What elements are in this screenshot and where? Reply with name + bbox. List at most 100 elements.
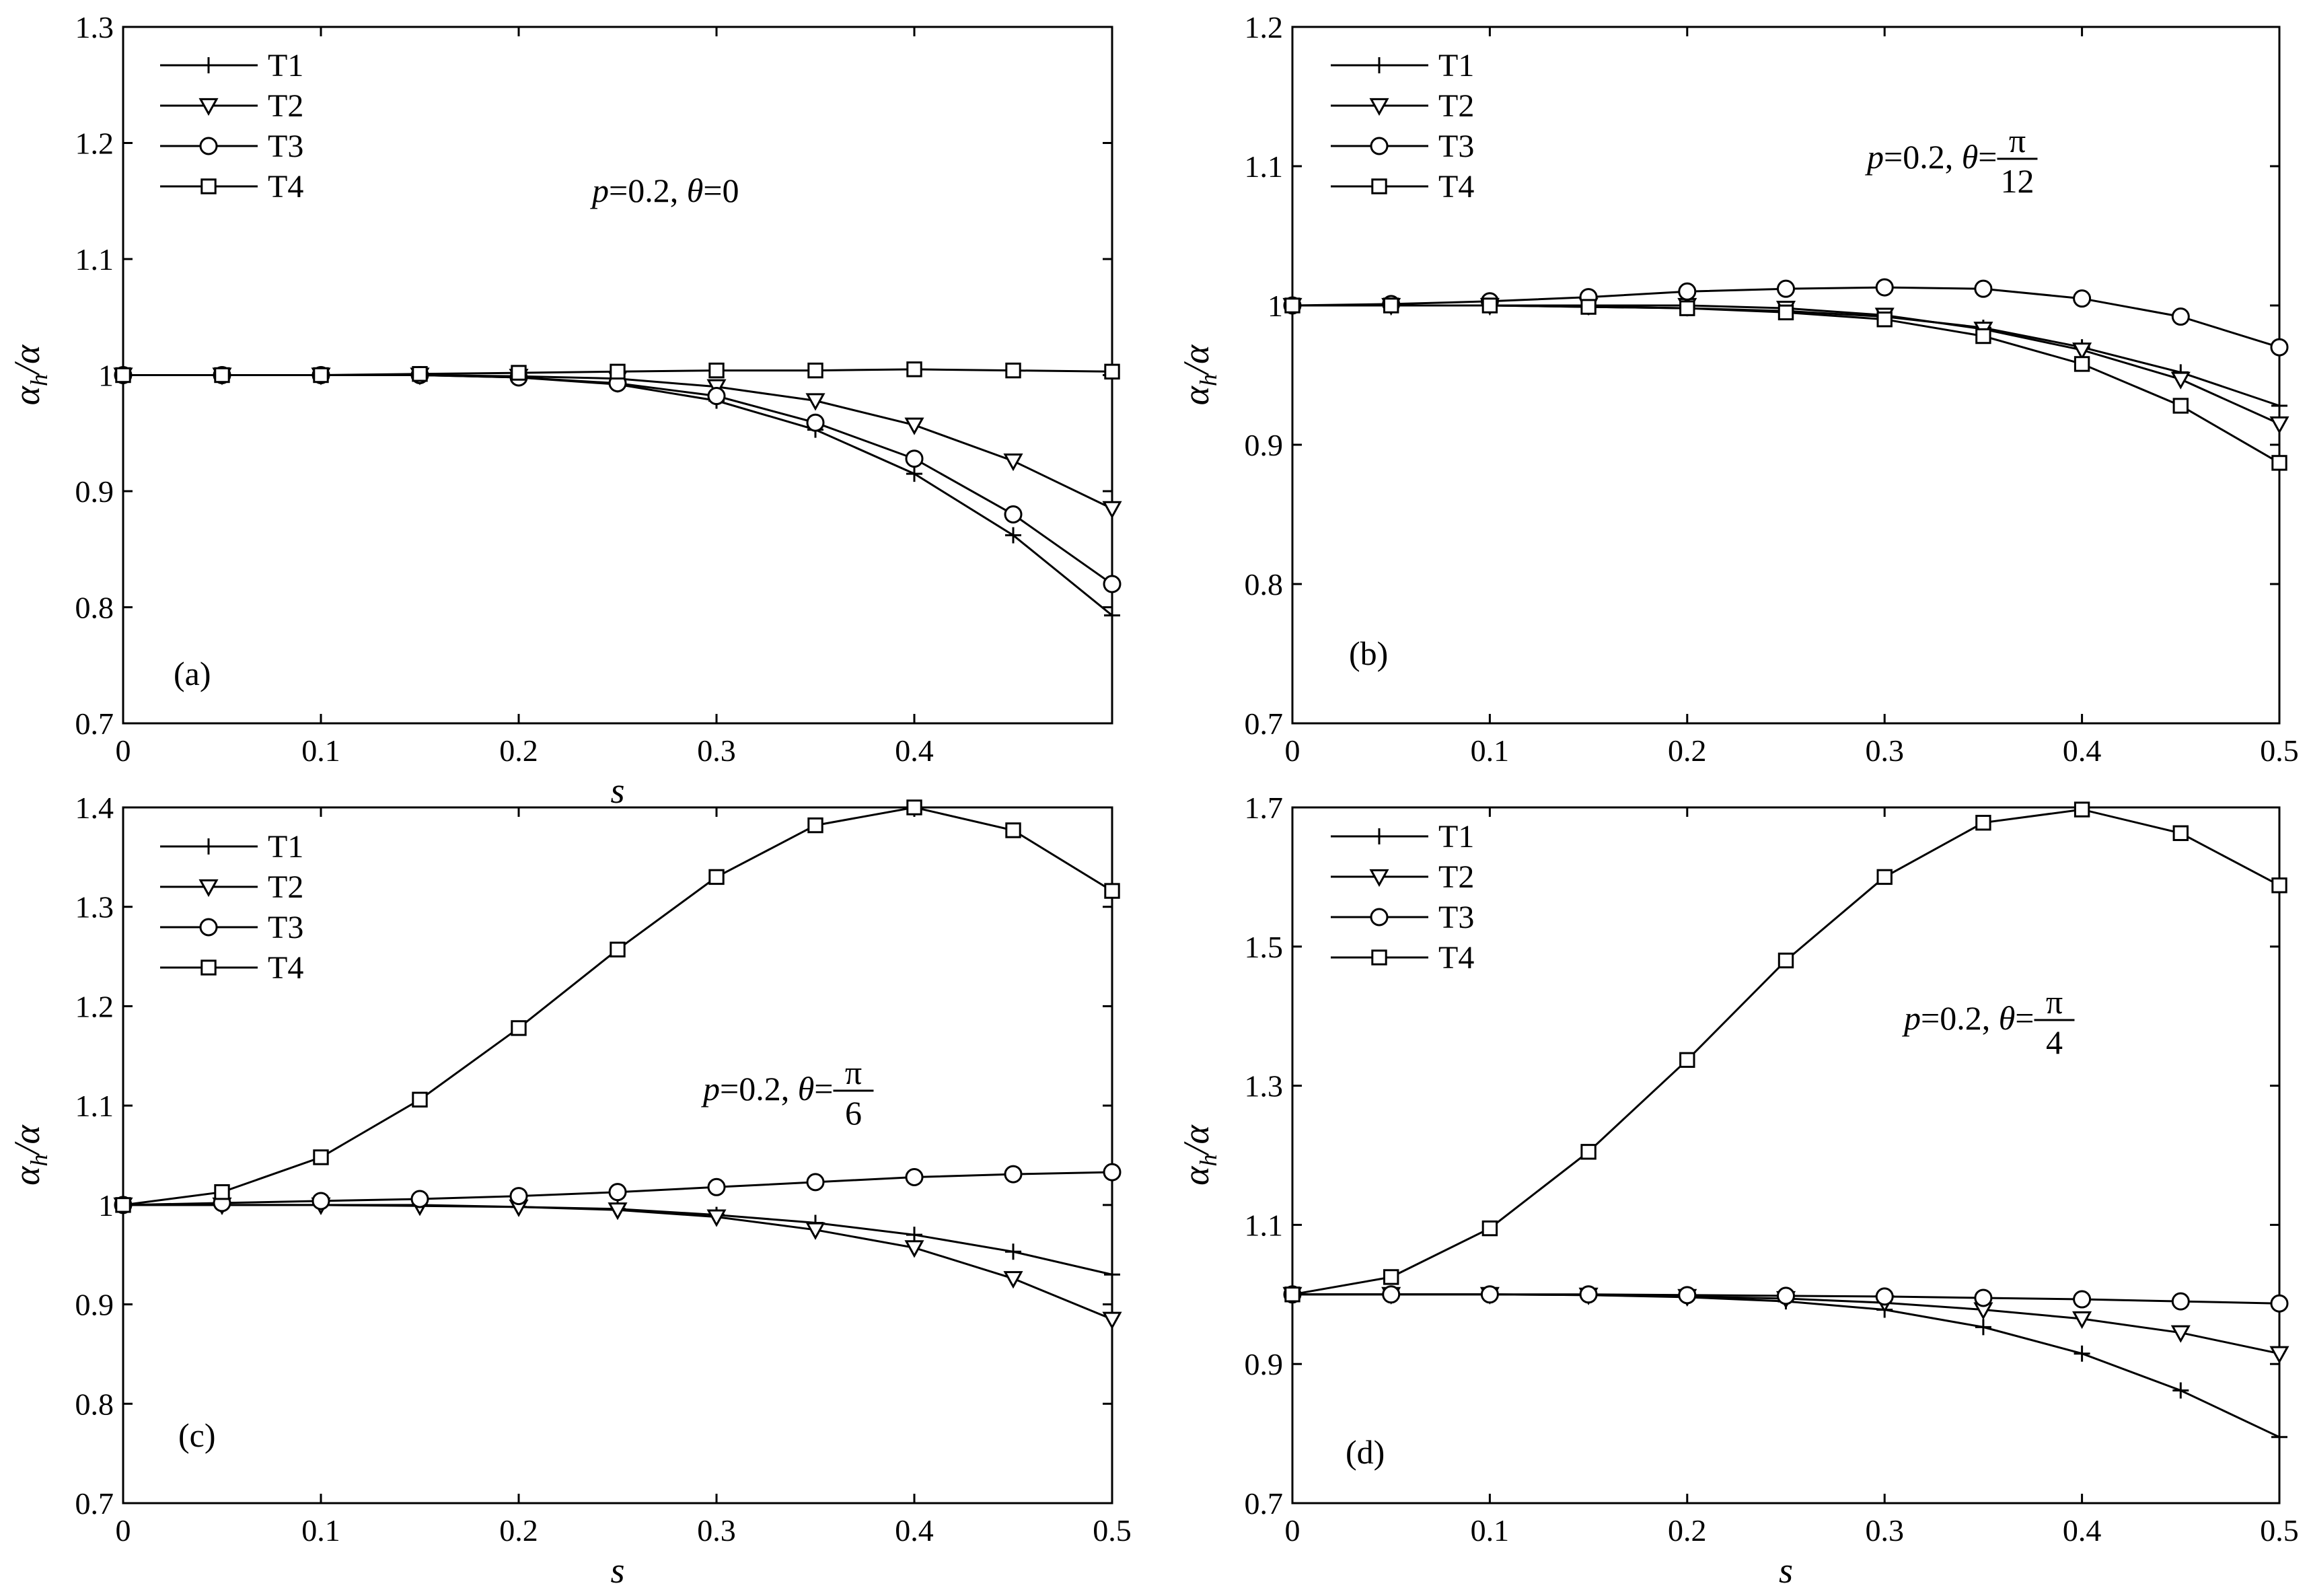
annotation-theta-denominator: 6 <box>845 1094 862 1132</box>
series-line-T2 <box>123 1204 1113 1321</box>
series-T3 <box>114 366 1122 593</box>
plot-frame <box>122 806 1113 1504</box>
legend-label-T4: T4 <box>1438 169 1474 205</box>
y-tick-label: 0.7 <box>75 1486 114 1521</box>
data-point-T3 <box>2270 338 2289 357</box>
data-point-T3 <box>1875 1287 1894 1306</box>
data-point-T3 <box>707 387 726 406</box>
data-point-T3 <box>1777 1286 1795 1305</box>
series-line-T1 <box>1292 1293 2280 1439</box>
legend-label-T3: T3 <box>1438 900 1474 935</box>
data-point-T2 <box>2072 342 2092 361</box>
data-point-T3 <box>1480 1285 1499 1304</box>
y-tick-label: 1 <box>98 1188 114 1223</box>
data-point-T4 <box>2172 398 2189 414</box>
data-point-T1 <box>1975 1319 1991 1336</box>
data-point-T4 <box>1481 1220 1498 1237</box>
legend-marker-T1 <box>1371 57 1387 73</box>
chart-panel-b: 0 0.1 0.2 0.3 0.4 0.5 0.7 0.8 0.9 1 1.1 1.2 αh/α T1 T2… <box>1176 10 2299 768</box>
plot-frame <box>1291 806 2281 1504</box>
x-tick-label: 0.3 <box>697 1513 736 1548</box>
data-point-T4 <box>1580 299 1597 315</box>
series-line-T2 <box>1292 304 2280 425</box>
x-tick-label: 0.2 <box>499 733 538 768</box>
legend-marker-T2 <box>198 879 219 898</box>
data-point-T3 <box>2073 289 2092 308</box>
data-point-T2 <box>805 1222 826 1240</box>
legend-marker-T3 <box>1370 908 1389 927</box>
annotation-text: p=0.2, θ= <box>1865 138 1997 176</box>
y-tick-label: 0.7 <box>1245 1486 1284 1521</box>
legend-label-T1: T1 <box>268 829 303 865</box>
data-point-T4 <box>511 365 527 381</box>
legend-label-T1: T1 <box>1438 48 1474 83</box>
data-point-T2 <box>1102 501 1122 519</box>
data-point-T4 <box>906 361 922 377</box>
data-point-T4 <box>1975 815 1991 831</box>
data-point-T3 <box>905 1167 924 1186</box>
data-point-T2 <box>1102 1311 1122 1330</box>
data-point-T3 <box>509 1187 528 1206</box>
y-tick-label: 0.8 <box>1245 567 1284 602</box>
data-point-T3 <box>1974 1289 1993 1307</box>
data-point-T3 <box>905 449 924 468</box>
x-axis-title: s <box>610 770 624 811</box>
x-tick-label: 0.5 <box>2260 733 2299 768</box>
chart-panel-d: 0 0.1 0.2 0.3 0.4 0.5 0.7 0.9 1.1 1.3 1.5 1.7 αh/α s T… <box>1176 791 2299 1591</box>
data-point-T3 <box>2073 1290 2092 1309</box>
data-point-T4 <box>610 941 626 957</box>
legend-marker-T4 <box>1371 949 1387 966</box>
data-point-T2 <box>904 1240 924 1258</box>
y-tick-label: 1.3 <box>75 10 114 44</box>
x-tick-label: 0.4 <box>895 733 934 768</box>
y-tick-label: 0.7 <box>75 706 114 741</box>
y-tick-label: 1.1 <box>1245 1208 1284 1242</box>
data-point-T4 <box>313 1149 329 1165</box>
legend-marker-T2 <box>1369 869 1389 887</box>
x-tick-label: 0 <box>116 733 131 768</box>
data-point-T4 <box>2074 356 2090 372</box>
data-point-T1 <box>1005 1243 1021 1260</box>
annotation-theta-numerator: π <box>2009 122 2026 159</box>
data-point-T4 <box>115 367 131 384</box>
y-tick-label: 1.2 <box>75 989 114 1023</box>
data-point-T4 <box>1005 362 1021 379</box>
y-axis-title: αh/α <box>7 344 52 405</box>
annotation-theta-numerator: π <box>2046 983 2063 1021</box>
data-point-T4 <box>2271 455 2287 471</box>
data-point-T2 <box>805 393 826 411</box>
data-point-T4 <box>1679 1052 1695 1068</box>
legend-marker-T1 <box>200 838 217 855</box>
data-point-T3 <box>1004 505 1023 523</box>
series-T1 <box>115 367 1120 624</box>
data-point-T2 <box>2269 1346 2289 1364</box>
legend: T1 T2 T3 T4 <box>160 829 303 986</box>
data-point-T3 <box>806 1173 825 1192</box>
x-tick-label: 0.4 <box>895 1513 934 1548</box>
data-point-T3 <box>707 1177 726 1196</box>
series-T4 <box>1284 297 2287 471</box>
x-tick-label: 0.1 <box>301 1513 340 1548</box>
x-tick-label: 0.3 <box>1865 733 1904 768</box>
x-tick-label: 0.1 <box>1471 733 1510 768</box>
data-point-T2 <box>608 1202 628 1221</box>
data-point-T4 <box>906 799 922 815</box>
data-point-T2 <box>1003 1271 1023 1289</box>
data-point-T2 <box>904 417 924 435</box>
panel-tag: (d) <box>1346 1433 1385 1471</box>
data-point-T1 <box>2172 1382 2189 1399</box>
y-tick-label: 0.9 <box>1245 1347 1284 1381</box>
data-point-T4 <box>1580 1144 1597 1160</box>
data-point-T3 <box>1103 575 1122 593</box>
x-axis-title: s <box>1779 1550 1793 1591</box>
series-T4 <box>115 361 1120 384</box>
data-point-T3 <box>1382 1285 1401 1304</box>
legend-label-T2: T2 <box>268 869 303 905</box>
data-point-T4 <box>610 363 626 380</box>
data-point-T4 <box>1481 297 1498 314</box>
data-point-T3 <box>1974 279 1993 298</box>
data-point-T3 <box>2270 1294 2289 1313</box>
data-point-T2 <box>1003 454 1023 472</box>
legend-marker-T2 <box>198 98 219 116</box>
legend-marker-T1 <box>200 57 217 73</box>
